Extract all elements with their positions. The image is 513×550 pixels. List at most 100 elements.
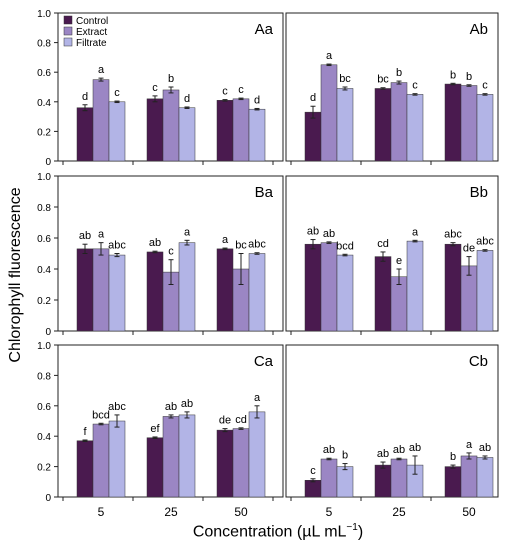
panel-aa-ytick-label: 0.2 bbox=[37, 127, 51, 138]
panel-ab-significance-letter: c bbox=[412, 80, 418, 92]
legend-swatch-control bbox=[63, 15, 73, 25]
panel-ca-ytick-label: 1.0 bbox=[37, 341, 51, 352]
panel-ca-significance-letter: de bbox=[219, 415, 231, 427]
panel-bb-significance-letter: bcd bbox=[336, 240, 354, 252]
panel-ca-significance-letter: cd bbox=[235, 414, 247, 426]
panel-cb-significance-letter: b bbox=[450, 451, 456, 463]
panel-bb-bar-control bbox=[304, 243, 322, 332]
panel-cb-significance-letter: ab bbox=[323, 444, 335, 456]
x-axis-label-exponent: −1 bbox=[346, 522, 358, 533]
panel-ca-bar-filtrate bbox=[248, 411, 266, 498]
panel-aa-bar-filtrate bbox=[248, 108, 266, 162]
panel-ba-bar-control bbox=[216, 248, 234, 332]
panel-ca-label: Ca bbox=[254, 353, 274, 370]
panel-ab-label: Ab bbox=[470, 21, 488, 38]
panel-ba-significance-letter: a bbox=[184, 226, 191, 238]
panel-aa-bar-control bbox=[146, 98, 164, 162]
panel-aa-bar-filtrate bbox=[108, 101, 126, 162]
panel-ab-significance-letter: a bbox=[326, 50, 333, 62]
panel-ca-significance-letter: ab bbox=[165, 401, 177, 413]
panel-aa-bar-extract bbox=[162, 89, 180, 162]
panel-aa-bar-filtrate bbox=[178, 107, 196, 162]
legend-label-extract: Extract bbox=[76, 27, 107, 38]
panel-ba-significance-letter: ab bbox=[79, 230, 91, 242]
panel-ca-ytick-label: 0.2 bbox=[37, 463, 51, 474]
panel-ca-bar-control bbox=[76, 440, 94, 498]
panel-ba-bar-filtrate bbox=[108, 254, 126, 332]
panel-aa-significance-letter: d bbox=[184, 93, 190, 105]
panel-cb-category-label: 5 bbox=[326, 505, 333, 519]
panel-bb-bar-control bbox=[374, 256, 392, 332]
y-axis-label-text: Chlorophyll fluorescence bbox=[7, 187, 24, 363]
panel-ab-bar-control bbox=[444, 83, 462, 162]
panel-ba-ytick-label: 0.8 bbox=[37, 203, 51, 214]
panel-bb-label: Bb bbox=[470, 184, 488, 201]
panel-ab-significance-letter: bc bbox=[377, 74, 389, 86]
panel-ba-ytick-label: 0 bbox=[45, 327, 51, 338]
panel-cb-bar-filtrate bbox=[336, 466, 354, 498]
panel-aa-ytick-label: 0.8 bbox=[37, 39, 51, 50]
panel-ca-ytick-label: 0.4 bbox=[37, 432, 51, 443]
panel-bb-bar-extract bbox=[320, 242, 338, 332]
panel-cb-significance-letter: a bbox=[466, 439, 473, 451]
panel-cb-bar-filtrate bbox=[476, 457, 494, 498]
panel-aa-label: Aa bbox=[255, 21, 274, 38]
panel-aa-bar-extract bbox=[232, 98, 250, 162]
panel-ca-ytick-label: 0 bbox=[45, 493, 51, 504]
panel-ab-significance-letter: b bbox=[396, 67, 402, 79]
panel-ba-ytick-label: 1.0 bbox=[37, 172, 51, 183]
legend-swatch-extract bbox=[63, 26, 73, 36]
panel-ca-bar-control bbox=[216, 429, 234, 498]
panel-ab-bar-control bbox=[374, 88, 392, 162]
panel-ba-significance-letter: a bbox=[98, 229, 105, 241]
panel-ab-bar-filtrate bbox=[336, 88, 354, 162]
panel-cb-category-label: 50 bbox=[462, 505, 476, 519]
panel-aa-significance-letter: d bbox=[82, 91, 88, 103]
panel-aa-significance-letter: a bbox=[98, 64, 105, 76]
panel-ca-significance-letter: a bbox=[254, 392, 261, 404]
panel-cb-significance-letter: ab bbox=[479, 442, 491, 454]
x-axis-label-close: ) bbox=[357, 523, 364, 541]
panel-ba-significance-letter: bc bbox=[235, 240, 247, 252]
panel-ab-bar-extract bbox=[320, 64, 338, 162]
panel-ca-significance-letter: bcd bbox=[92, 409, 110, 421]
panel-ca-category-label: 50 bbox=[234, 505, 248, 519]
panel-ba-ytick-label: 0.4 bbox=[37, 265, 51, 276]
panel-ca-significance-letter: ab bbox=[181, 398, 193, 410]
panel-cb-bar-control bbox=[304, 480, 322, 498]
panel-aa-bar-control bbox=[76, 107, 94, 162]
panel-aa-significance-letter: c bbox=[114, 87, 120, 99]
panel-bb-significance-letter: a bbox=[412, 226, 419, 238]
panel-ca-bar-filtrate bbox=[108, 420, 126, 498]
panel-ab-bar-filtrate bbox=[406, 94, 424, 162]
legend-swatch-filtrate bbox=[63, 37, 73, 47]
panel-cb-significance-letter: b bbox=[342, 450, 348, 462]
panel-cb-category-label: 25 bbox=[392, 505, 406, 519]
panel-aa-significance-letter: c bbox=[222, 86, 228, 98]
panel-ca-bar-extract bbox=[92, 423, 110, 498]
panel-ba-bar-control bbox=[146, 251, 164, 332]
panel-cb-label: Cb bbox=[469, 353, 488, 370]
panel-ba-bar-filtrate bbox=[248, 253, 266, 332]
panel-cb-bar-extract bbox=[320, 458, 338, 498]
panel-ab-significance-letter: c bbox=[482, 80, 488, 92]
panel-aa-ytick-label: 1.0 bbox=[37, 9, 51, 20]
panel-ca-category-label: 5 bbox=[98, 505, 105, 519]
panel-aa-significance-letter: b bbox=[168, 73, 174, 85]
panel-ba-significance-letter: abc bbox=[248, 239, 266, 251]
panel-ab-significance-letter: d bbox=[310, 92, 316, 104]
panel-ab-bar-extract bbox=[390, 82, 408, 162]
panel-ab-significance-letter: b bbox=[466, 71, 472, 83]
panel-bb-bar-filtrate bbox=[406, 240, 424, 332]
panel-ca-bar-control bbox=[146, 437, 164, 498]
panel-ba-bar-control bbox=[76, 248, 94, 332]
panel-ba-bar-filtrate bbox=[178, 242, 196, 332]
legend-label-control: Control bbox=[76, 16, 108, 27]
panel-ca-bar-extract bbox=[162, 416, 180, 498]
panel-cb-bar-extract bbox=[460, 455, 478, 498]
legend-label-filtrate: Filtrate bbox=[76, 38, 107, 49]
panel-bb-bar-filtrate bbox=[476, 250, 494, 332]
panel-ba-significance-letter: c bbox=[168, 246, 174, 258]
